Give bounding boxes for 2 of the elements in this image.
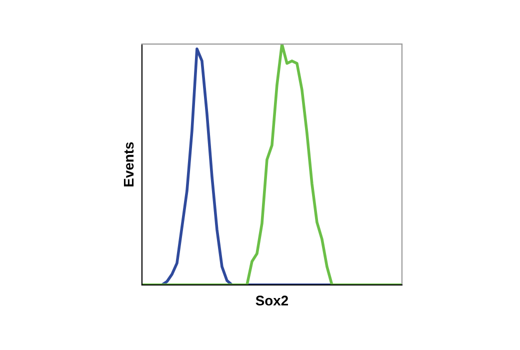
y-axis-title: Events — [124, 142, 134, 186]
x-axis-title: Sox2 — [256, 296, 288, 306]
